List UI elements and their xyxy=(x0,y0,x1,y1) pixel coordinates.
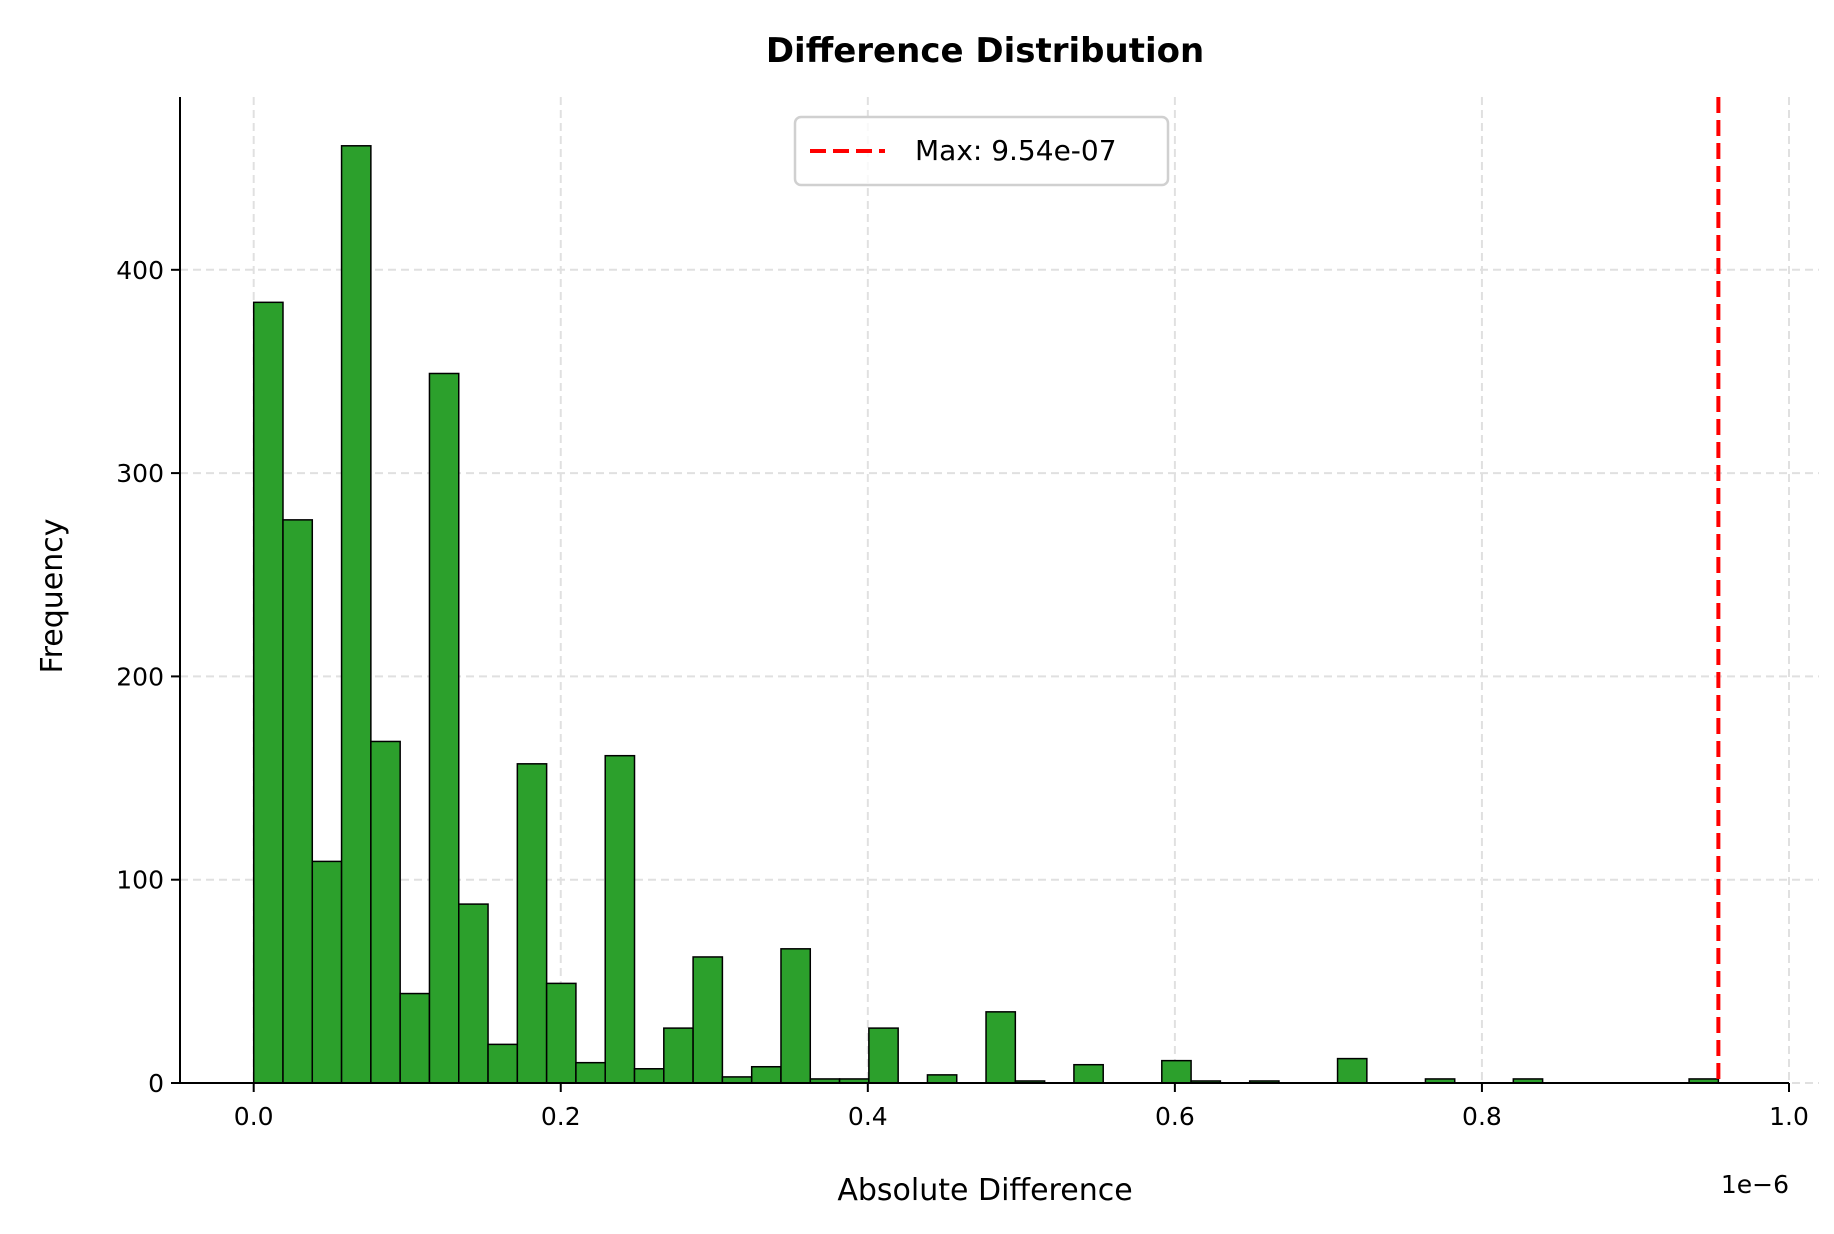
x-axis-label: Absolute Difference xyxy=(837,1173,1132,1208)
histogram-bar xyxy=(458,903,489,1084)
histogram-bar xyxy=(399,992,431,1084)
y-tick-label: 200 xyxy=(116,662,164,691)
y-tick-label: 0 xyxy=(148,1069,164,1098)
histogram-bar xyxy=(370,740,401,1084)
histogram-bar xyxy=(692,956,724,1084)
histogram-bar xyxy=(428,372,460,1084)
y-axis-label: Frequency xyxy=(35,519,70,674)
bars xyxy=(252,145,1720,1084)
ticks: 0.0 0.2 0.4 0.6 0.8 1.0 0 100 200 300 400 xyxy=(116,256,1809,1131)
x-tick-label: 1.0 xyxy=(1769,1102,1809,1131)
histogram-bar xyxy=(1073,1063,1104,1084)
histogram-bar xyxy=(1161,1059,1192,1084)
histogram-bar xyxy=(311,860,343,1084)
histogram-bar xyxy=(1336,1057,1368,1084)
histogram-bar xyxy=(985,1011,1017,1084)
histogram-bar xyxy=(633,1068,665,1084)
histogram-bar xyxy=(750,1065,782,1084)
x-tick-label: 0.0 xyxy=(234,1102,274,1131)
axes xyxy=(179,97,1789,1084)
histogram-bar xyxy=(282,519,314,1084)
grid xyxy=(180,97,1819,1084)
histogram-bar xyxy=(487,1043,519,1084)
histogram-bar xyxy=(604,754,636,1084)
y-tick-label: 300 xyxy=(116,459,164,488)
histogram-bar xyxy=(575,1061,606,1084)
histogram-bar xyxy=(663,1027,694,1084)
histogram-bar xyxy=(252,301,284,1084)
x-tick-label: 0.2 xyxy=(541,1102,581,1131)
y-tick-label: 100 xyxy=(116,866,164,895)
legend: Max: 9.54e-07 xyxy=(793,115,1170,187)
histogram-bar xyxy=(516,763,548,1084)
x-tick-label: 0.8 xyxy=(1462,1102,1502,1131)
x-tick-label: 0.4 xyxy=(848,1102,888,1131)
histogram-bar xyxy=(545,982,577,1084)
histogram-bar xyxy=(868,1027,899,1084)
legend-entry: Max: 9.54e-07 xyxy=(915,134,1117,167)
chart-title: Difference Distribution xyxy=(766,31,1204,71)
y-tick-label: 400 xyxy=(116,256,164,285)
histogram-bar xyxy=(340,145,372,1084)
x-tick-label: 0.6 xyxy=(1155,1102,1195,1131)
histogram-bar xyxy=(780,948,812,1084)
x-offset-label: 1e−6 xyxy=(1721,1170,1789,1199)
histogram-bar xyxy=(926,1074,958,1084)
